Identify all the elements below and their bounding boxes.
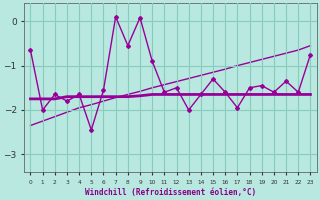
X-axis label: Windchill (Refroidissement éolien,°C): Windchill (Refroidissement éolien,°C) bbox=[85, 188, 256, 197]
